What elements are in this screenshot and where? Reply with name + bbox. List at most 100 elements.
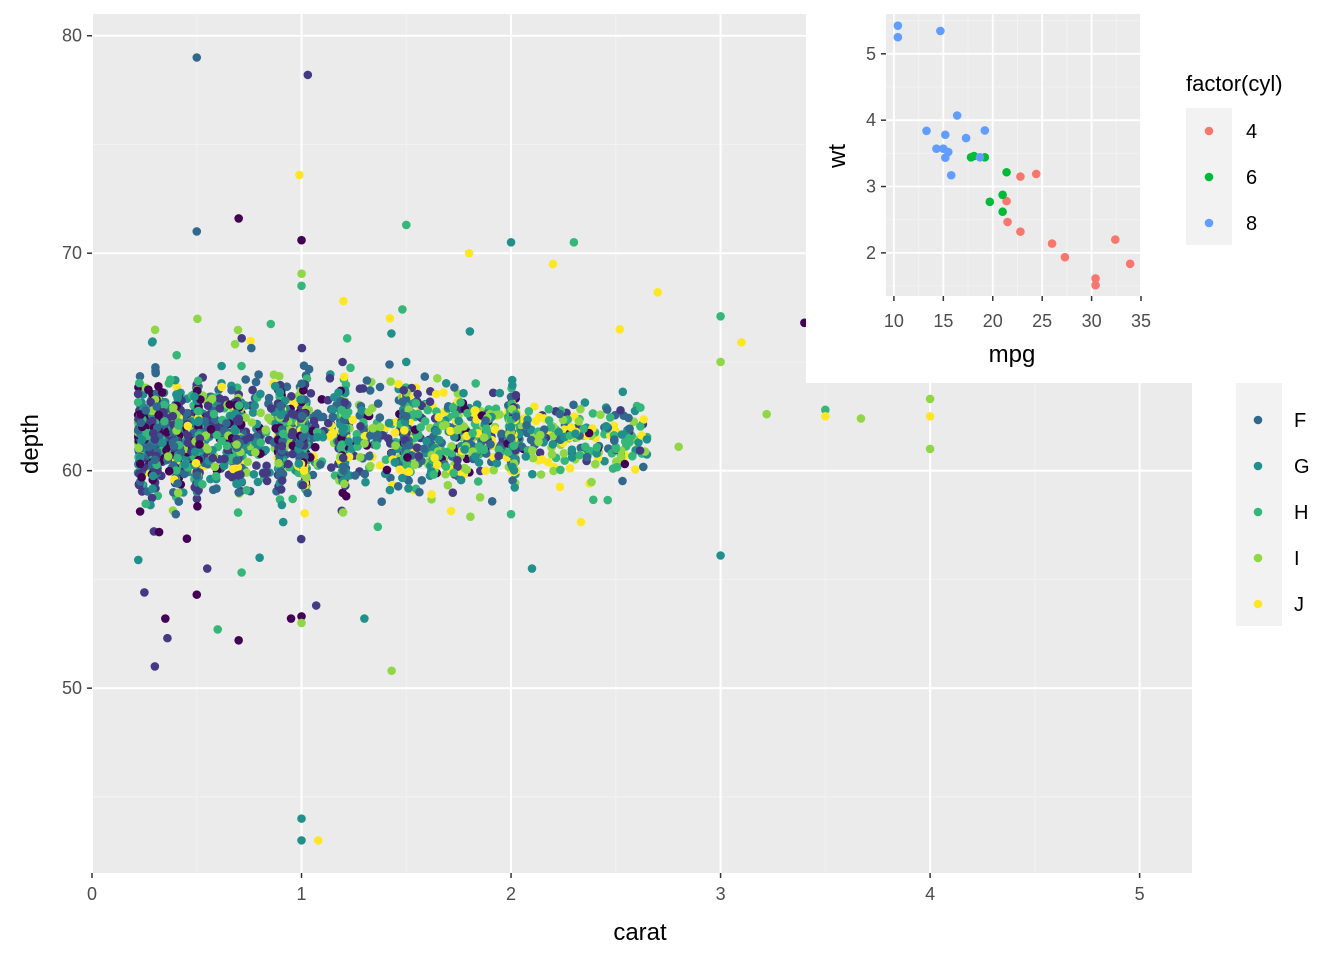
diamond-point bbox=[212, 430, 222, 440]
diamond-point bbox=[385, 485, 395, 495]
diamond-point bbox=[327, 463, 336, 472]
diamond-point bbox=[168, 411, 178, 421]
diamond-point bbox=[338, 357, 347, 367]
diamond-point bbox=[494, 451, 503, 461]
diamond-point bbox=[413, 389, 422, 399]
diamond-point bbox=[398, 473, 407, 483]
main-legend-label: H bbox=[1294, 502, 1308, 524]
diamond-point bbox=[297, 343, 307, 353]
diamond-point bbox=[504, 447, 513, 457]
main-y-axis-title: depth bbox=[17, 414, 44, 474]
diamond-point bbox=[311, 601, 321, 610]
diamond-point bbox=[316, 460, 325, 469]
main-legend-label: J bbox=[1294, 594, 1304, 616]
diamond-point bbox=[325, 374, 335, 383]
diamond-point bbox=[522, 420, 531, 430]
diamond-point bbox=[348, 415, 358, 425]
car-point-cyl-6 bbox=[966, 153, 976, 162]
diamond-point bbox=[217, 361, 226, 371]
diamond-point bbox=[364, 407, 374, 417]
main-legend-key bbox=[1253, 599, 1263, 609]
diamond-point bbox=[352, 429, 362, 439]
main-legend-key bbox=[1253, 415, 1263, 425]
diamond-point-F bbox=[506, 433, 516, 443]
diamond-point-J bbox=[925, 412, 935, 421]
diamond-point bbox=[487, 497, 497, 506]
diamond-point-I bbox=[674, 442, 683, 452]
diamond-point bbox=[233, 508, 243, 517]
diamond-point bbox=[536, 470, 546, 479]
diamond-point bbox=[203, 445, 212, 454]
diamond-point bbox=[194, 406, 203, 416]
diamond-point bbox=[278, 429, 288, 439]
diamond-point bbox=[394, 379, 403, 389]
diamond-point bbox=[560, 456, 569, 465]
diamond-point bbox=[232, 456, 242, 465]
diamond-point bbox=[222, 419, 231, 428]
diamond-point bbox=[446, 506, 456, 516]
diamond-point bbox=[276, 467, 286, 477]
diamond-point-G bbox=[506, 422, 516, 432]
diamond-point bbox=[393, 482, 403, 491]
diamond-point bbox=[489, 465, 499, 475]
diamond-point bbox=[473, 477, 483, 486]
diamond-point bbox=[232, 440, 241, 449]
diamond-point bbox=[137, 473, 146, 482]
diamond-point bbox=[190, 392, 199, 401]
diamond-point-J bbox=[548, 259, 558, 269]
diamond-point bbox=[152, 402, 162, 412]
diamond-point bbox=[636, 422, 645, 431]
diamond-point bbox=[253, 477, 263, 487]
diamond-point bbox=[141, 499, 150, 509]
diamond-point bbox=[601, 421, 611, 431]
diamond-point bbox=[432, 389, 441, 399]
diamond-point bbox=[278, 517, 288, 527]
diamond-point bbox=[195, 440, 204, 449]
diamond-point bbox=[575, 450, 585, 460]
diamond-point bbox=[592, 449, 601, 458]
diamond-point-H bbox=[611, 444, 621, 454]
diamond-point bbox=[342, 334, 352, 343]
diamond-point bbox=[271, 424, 281, 433]
diamond-point bbox=[246, 336, 255, 346]
diamond-point bbox=[450, 410, 460, 419]
main-legend-key bbox=[1253, 461, 1263, 471]
diamond-point bbox=[288, 494, 298, 504]
inset-x-tick-label: 15 bbox=[933, 311, 953, 331]
diamond-point bbox=[391, 441, 400, 450]
diamond-point bbox=[220, 454, 229, 464]
diamond-point bbox=[194, 486, 203, 495]
diamond-point bbox=[612, 462, 622, 472]
diamond-point bbox=[306, 389, 316, 398]
diamond-point-I bbox=[925, 394, 935, 404]
diamond-point bbox=[134, 555, 143, 565]
diamond-point bbox=[639, 462, 648, 472]
diamond-point bbox=[350, 471, 360, 480]
diamond-point bbox=[574, 417, 584, 426]
diamond-point bbox=[298, 386, 308, 395]
diamond-point bbox=[230, 339, 240, 349]
car-point-cyl-4 bbox=[1031, 169, 1041, 179]
diamond-point bbox=[559, 449, 569, 458]
diamond-point bbox=[450, 383, 459, 392]
diamond-point bbox=[237, 334, 246, 343]
diamond-point-G bbox=[527, 564, 537, 573]
diamond-point bbox=[300, 509, 310, 518]
diamond-point bbox=[262, 468, 272, 478]
car-point-cyl-4 bbox=[1002, 196, 1011, 206]
diamond-point bbox=[232, 479, 241, 489]
diamond-point bbox=[144, 385, 153, 395]
diamond-point bbox=[144, 442, 154, 452]
diamond-point bbox=[225, 400, 234, 409]
diamond-point bbox=[636, 403, 645, 412]
diamond-point bbox=[579, 424, 588, 434]
inset-x-tick-label: 10 bbox=[884, 311, 904, 331]
diamond-point bbox=[399, 386, 409, 395]
main-y-tick-label: 50 bbox=[62, 678, 82, 698]
diamond-point bbox=[417, 476, 427, 485]
diamond-point bbox=[460, 445, 469, 454]
diamond-point bbox=[295, 439, 304, 449]
diamond-point bbox=[356, 422, 365, 431]
diamond-point bbox=[198, 480, 207, 489]
diamond-point bbox=[528, 446, 537, 455]
